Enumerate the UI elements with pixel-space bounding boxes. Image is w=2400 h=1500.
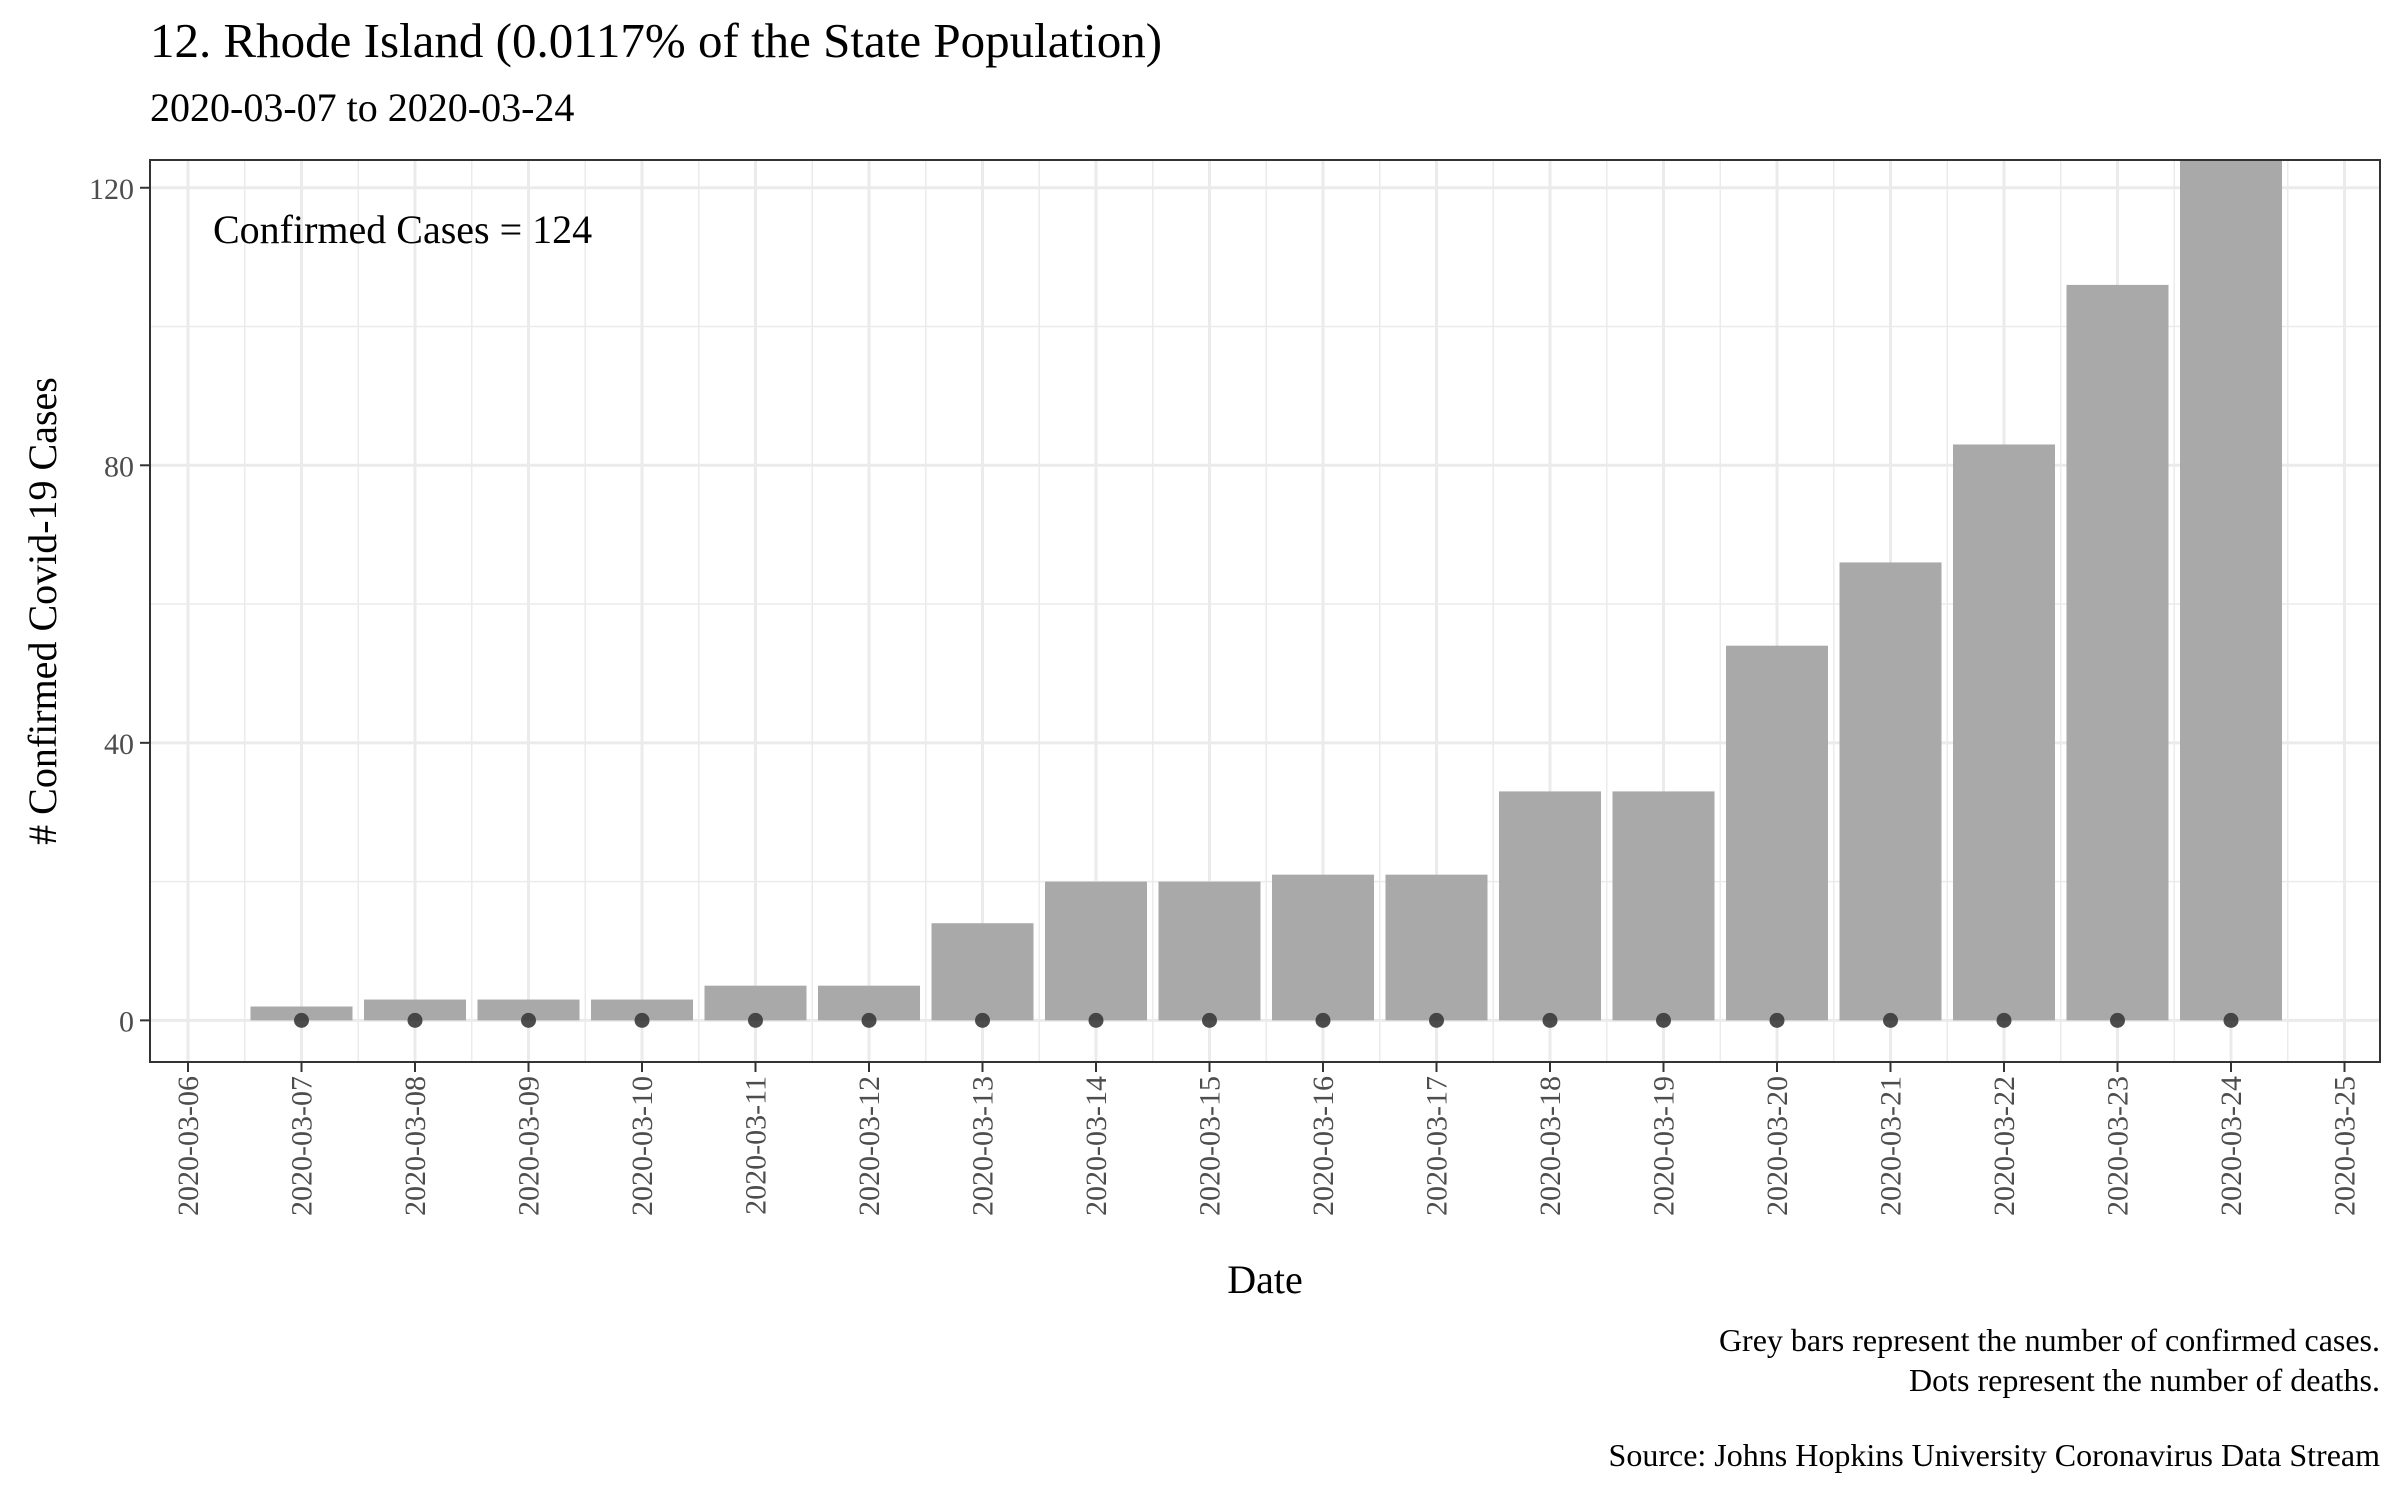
death-dot	[1769, 1012, 1785, 1028]
x-tick-label: 2020-03-12	[853, 1076, 886, 1216]
x-tick-label: 2020-03-08	[399, 1076, 432, 1216]
case-bar	[2180, 160, 2282, 1021]
case-bar	[1499, 791, 1601, 1021]
x-tick-label: 2020-03-18	[1534, 1076, 1567, 1216]
x-tick-label: 2020-03-15	[1194, 1076, 1227, 1216]
x-tick-label: 2020-03-11	[740, 1076, 773, 1215]
death-dot	[975, 1012, 990, 1028]
x-tick-label: 2020-03-23	[2102, 1076, 2135, 1216]
death-dot	[2110, 1012, 2125, 1028]
x-tick-label: 2020-03-22	[1988, 1076, 2021, 1216]
case-bar	[1726, 645, 1828, 1021]
x-tick-label: 2020-03-14	[1080, 1076, 1113, 1216]
death-dot	[521, 1012, 536, 1028]
y-tick-label: 120	[89, 173, 134, 206]
death-dot	[1429, 1012, 1444, 1028]
x-tick-label: 2020-03-21	[1875, 1076, 1908, 1216]
death-dot	[294, 1012, 309, 1028]
y-tick-label: 80	[104, 450, 134, 483]
case-bar	[1953, 444, 2055, 1021]
death-dot	[634, 1012, 650, 1028]
y-tick-label: 0	[119, 1005, 134, 1038]
y-tick-label: 40	[104, 728, 134, 761]
death-dot	[1883, 1012, 1898, 1028]
x-tick-label: 2020-03-09	[513, 1076, 546, 1216]
y-axis-title: # Confirmed Covid-19 Cases	[20, 377, 65, 845]
x-tick-label: 2020-03-16	[1307, 1076, 1340, 1216]
death-dot	[1202, 1012, 1217, 1028]
case-bar	[2066, 284, 2169, 1021]
x-tick-label: 2020-03-20	[1761, 1076, 1794, 1216]
y-axis: 0 40 80 120	[89, 173, 150, 1038]
death-dot	[1088, 1012, 1104, 1028]
chart-subtitle: 2020-03-07 to 2020-03-24	[150, 85, 575, 130]
case-bar	[591, 999, 693, 1021]
case-bar	[1272, 874, 1374, 1021]
case-bar	[477, 999, 580, 1021]
x-tick-label: 2020-03-25	[2329, 1076, 2362, 1216]
death-dot	[1315, 1012, 1331, 1028]
case-bar	[1839, 562, 1942, 1021]
death-dot	[1656, 1012, 1671, 1028]
death-dot	[407, 1012, 423, 1028]
x-tick-label: 2020-03-17	[1421, 1076, 1454, 1216]
case-bar	[364, 999, 466, 1021]
caption-bars-note: Grey bars represent the number of confir…	[1718, 1322, 2380, 1358]
plot-panel-border	[149, 159, 2381, 1063]
case-bar	[1045, 881, 1147, 1021]
case-bar	[1158, 881, 1261, 1021]
death-dot	[861, 1012, 877, 1028]
case-bars	[250, 160, 2282, 1021]
x-tick-label: 2020-03-06	[172, 1076, 205, 1216]
caption-dots-note: Dots represent the number of deaths.	[1909, 1362, 2380, 1398]
caption-source: Source: Johns Hopkins University Coronav…	[1608, 1437, 2380, 1473]
chart-title: 12. Rhode Island (0.0117% of the State P…	[150, 13, 1163, 68]
x-tick-label: 2020-03-07	[286, 1076, 319, 1216]
x-tick-label: 2020-03-24	[2215, 1076, 2248, 1216]
death-dot	[2223, 1012, 2239, 1028]
x-tick-label: 2020-03-19	[1648, 1076, 1681, 1216]
x-tick-label: 2020-03-10	[626, 1076, 659, 1216]
chart-annotation: Confirmed Cases = 124	[213, 207, 592, 252]
case-bar	[1612, 791, 1715, 1021]
x-axis: 2020-03-06 2020-03-07 2020-03-08 2020-03-09…	[172, 1062, 2362, 1216]
case-bar	[931, 923, 1034, 1021]
death-dot	[748, 1012, 763, 1028]
death-dot	[1996, 1012, 2012, 1028]
x-tick-label: 2020-03-13	[967, 1076, 1000, 1216]
x-axis-title: Date	[1227, 1257, 1303, 1302]
death-dot	[1542, 1012, 1558, 1028]
case-bar	[1385, 874, 1488, 1021]
death-dots	[294, 1012, 2239, 1028]
